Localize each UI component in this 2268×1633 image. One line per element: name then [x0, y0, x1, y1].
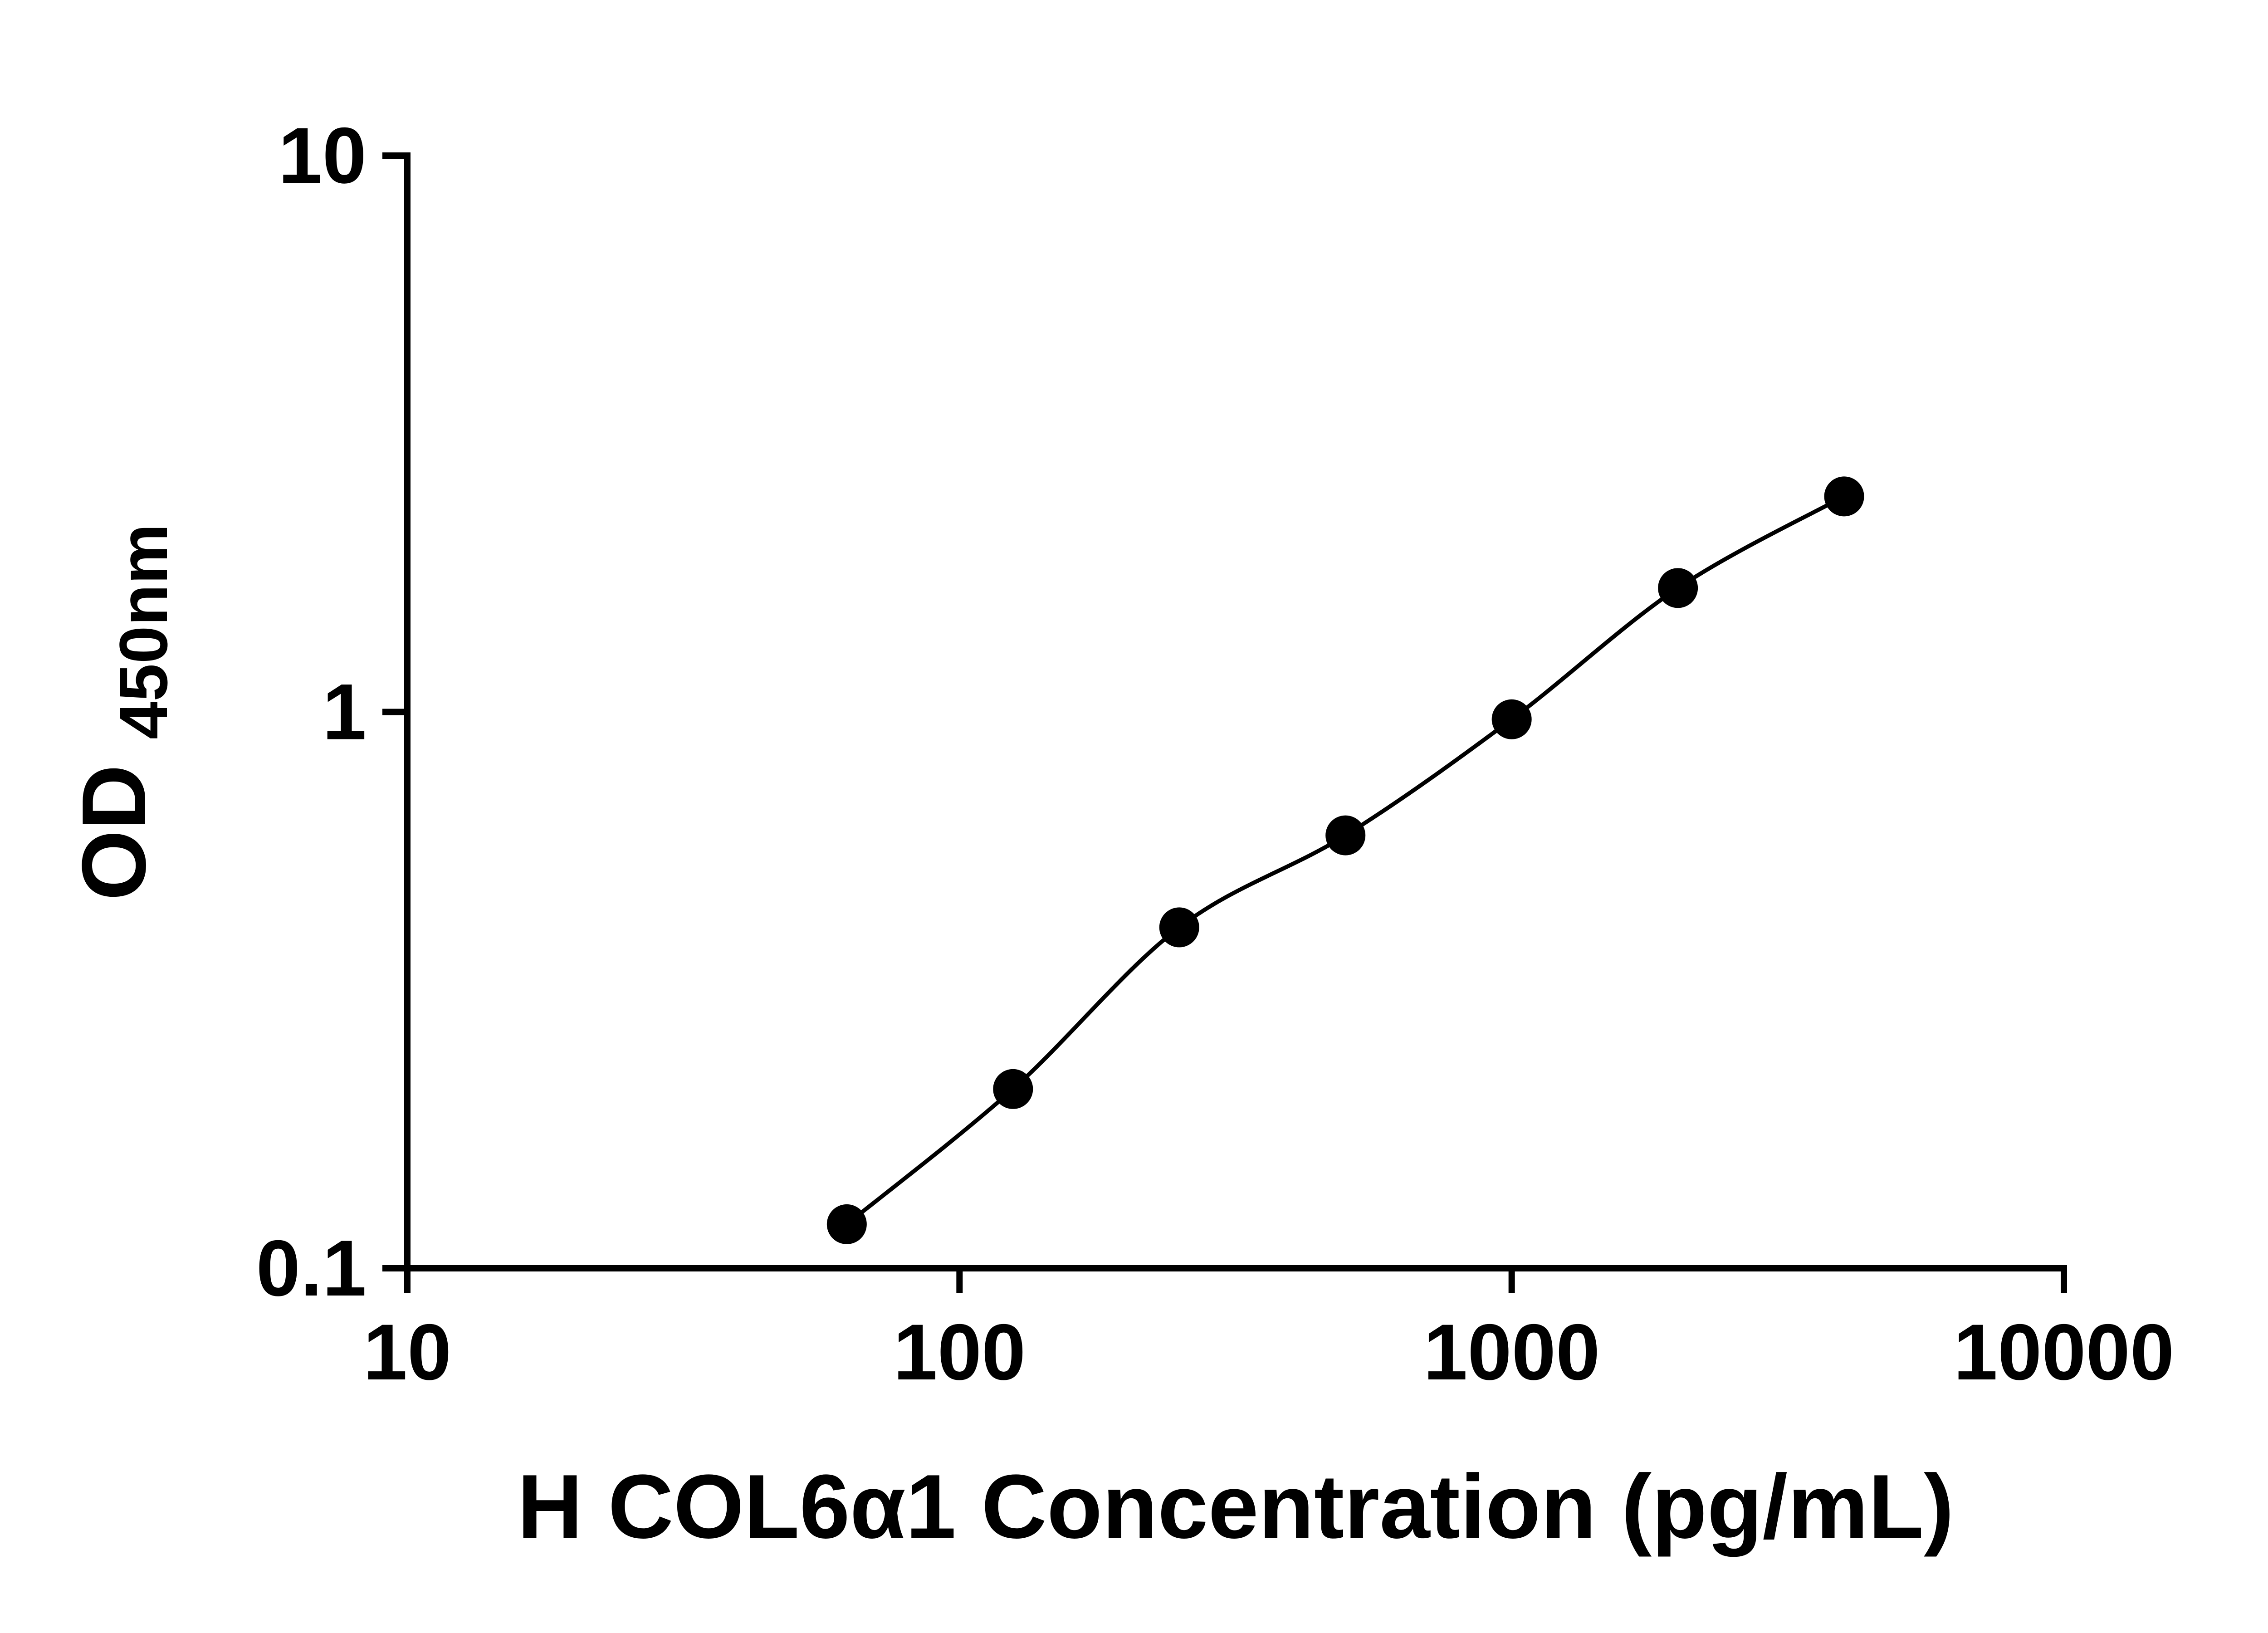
- x-axis-tick-label: 1000: [1423, 1308, 1600, 1397]
- y-axis-tick-label: 0.1: [256, 1224, 367, 1313]
- y-axis-tick-label: 1: [323, 668, 367, 757]
- y-axis-title-subscript: 450nm: [105, 524, 181, 739]
- data-point: [1491, 699, 1532, 739]
- y-axis-title-main: OD: [64, 764, 165, 900]
- x-axis-tick-label: 10: [363, 1308, 452, 1397]
- data-point: [993, 1069, 1033, 1109]
- y-axis-title: OD 450nm: [64, 524, 181, 901]
- data-point: [1658, 568, 1698, 608]
- fit-curve: [846, 494, 1845, 1226]
- x-axis-title: H COL6α1 Concentration (pg/mL): [517, 1456, 1954, 1557]
- axis-spine: [404, 152, 2067, 1271]
- data-point: [1824, 476, 1864, 517]
- plot-area: 10 100 1000 10000 10 1 0.1: [256, 112, 2175, 1397]
- data-point: [826, 1204, 867, 1244]
- x-axis-tick-label: 10000: [1954, 1308, 2175, 1397]
- data-point: [1159, 907, 1199, 948]
- y-axis-tick-label: 10: [278, 112, 367, 200]
- x-axis-tick-label: 100: [893, 1308, 1026, 1397]
- data-point: [1325, 815, 1366, 856]
